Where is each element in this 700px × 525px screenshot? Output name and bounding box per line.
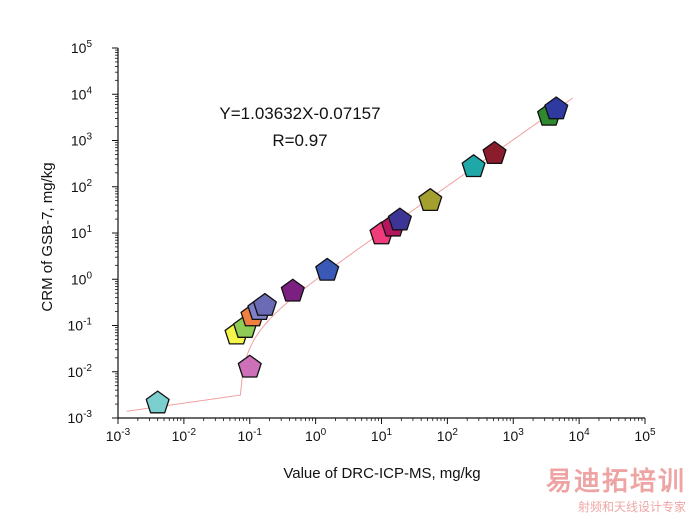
data-point bbox=[544, 96, 569, 120]
x-tick-label: 105 bbox=[634, 427, 656, 444]
y-tick-label: 105 bbox=[71, 39, 93, 56]
axes bbox=[112, 47, 646, 424]
y-tick-label: 101 bbox=[71, 224, 93, 241]
x-tick-label: 10-2 bbox=[172, 427, 197, 444]
data-points bbox=[145, 96, 569, 414]
data-point bbox=[461, 154, 486, 178]
data-point bbox=[315, 257, 340, 281]
y-tick-label: 102 bbox=[71, 178, 93, 195]
data-point bbox=[237, 354, 262, 378]
y-tick-label: 10-1 bbox=[68, 317, 93, 334]
x-tick-label: 10-3 bbox=[106, 427, 131, 444]
data-point bbox=[482, 140, 507, 164]
x-tick-label: 100 bbox=[305, 427, 327, 444]
y-tick-label: 10-3 bbox=[68, 409, 93, 426]
y-tick-label: 100 bbox=[71, 270, 93, 287]
data-point bbox=[252, 292, 277, 316]
x-tick-label: 104 bbox=[569, 427, 591, 444]
correlation-label: R=0.97 bbox=[272, 131, 327, 150]
y-axis-title: CRM of GSB-7, mg/kg bbox=[39, 162, 56, 311]
fit-equation: Y=1.03632X-0.07157 bbox=[219, 104, 380, 123]
x-tick-label: 102 bbox=[437, 427, 459, 444]
data-point bbox=[280, 278, 305, 302]
fit-line-layer bbox=[126, 97, 574, 412]
y-tick-label: 10-2 bbox=[68, 363, 93, 380]
x-tick-label: 103 bbox=[503, 427, 525, 444]
y-tick-label: 103 bbox=[71, 132, 93, 149]
watermark: 易迪拓培训 射频和天线设计专家 bbox=[546, 461, 686, 515]
x-axis-title: Value of DRC-ICP-MS, mg/kg bbox=[283, 465, 480, 482]
x-tick-label: 10-1 bbox=[238, 427, 263, 444]
fit-line bbox=[126, 97, 574, 412]
tick-labels: 10-3 10-2 10-1 100 101 102 103 104 105 10-3 10-2 10… bbox=[68, 39, 656, 444]
data-point bbox=[145, 390, 170, 414]
data-point bbox=[418, 188, 443, 212]
data-point bbox=[387, 207, 412, 231]
y-tick-label: 104 bbox=[71, 85, 93, 102]
x-tick-label: 101 bbox=[371, 427, 393, 444]
watermark-sub: 射频和天线设计专家 bbox=[577, 500, 686, 514]
watermark-main: 易迪拓培训 bbox=[545, 466, 686, 496]
